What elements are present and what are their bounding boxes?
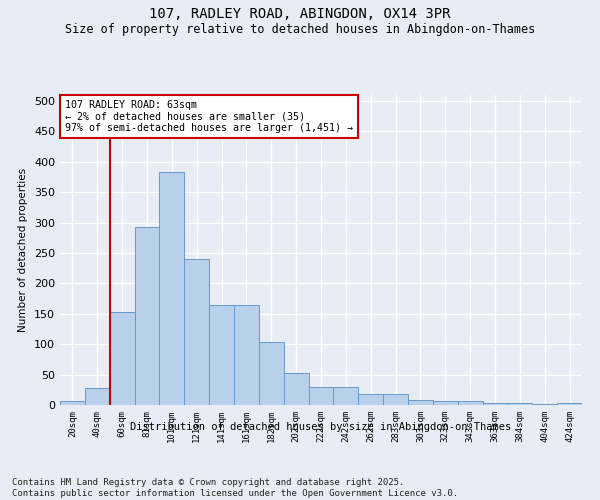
Text: 107, RADLEY ROAD, ABINGDON, OX14 3PR: 107, RADLEY ROAD, ABINGDON, OX14 3PR xyxy=(149,8,451,22)
Bar xyxy=(557,403,582,405)
Text: Contains HM Land Registry data © Crown copyright and database right 2025.
Contai: Contains HM Land Registry data © Crown c… xyxy=(12,478,458,498)
Bar xyxy=(184,259,209,405)
Text: Distribution of detached houses by size in Abingdon-on-Thames: Distribution of detached houses by size … xyxy=(130,422,512,432)
Bar xyxy=(433,402,458,405)
Bar xyxy=(334,387,358,405)
Bar xyxy=(160,172,184,405)
Text: 107 RADLEY ROAD: 63sqm
← 2% of detached houses are smaller (35)
97% of semi-deta: 107 RADLEY ROAD: 63sqm ← 2% of detached … xyxy=(65,100,353,133)
Bar xyxy=(234,304,259,405)
Bar xyxy=(482,403,508,405)
Bar xyxy=(284,373,308,405)
Bar xyxy=(383,394,408,405)
Bar xyxy=(134,227,160,405)
Bar xyxy=(408,400,433,405)
Bar xyxy=(110,312,134,405)
Text: Size of property relative to detached houses in Abingdon-on-Thames: Size of property relative to detached ho… xyxy=(65,22,535,36)
Bar xyxy=(209,304,234,405)
Bar xyxy=(308,387,334,405)
Bar xyxy=(458,402,482,405)
Bar xyxy=(85,388,110,405)
Bar xyxy=(532,404,557,405)
Bar xyxy=(60,402,85,405)
Bar xyxy=(508,403,532,405)
Y-axis label: Number of detached properties: Number of detached properties xyxy=(19,168,28,332)
Bar xyxy=(259,342,284,405)
Bar xyxy=(358,394,383,405)
